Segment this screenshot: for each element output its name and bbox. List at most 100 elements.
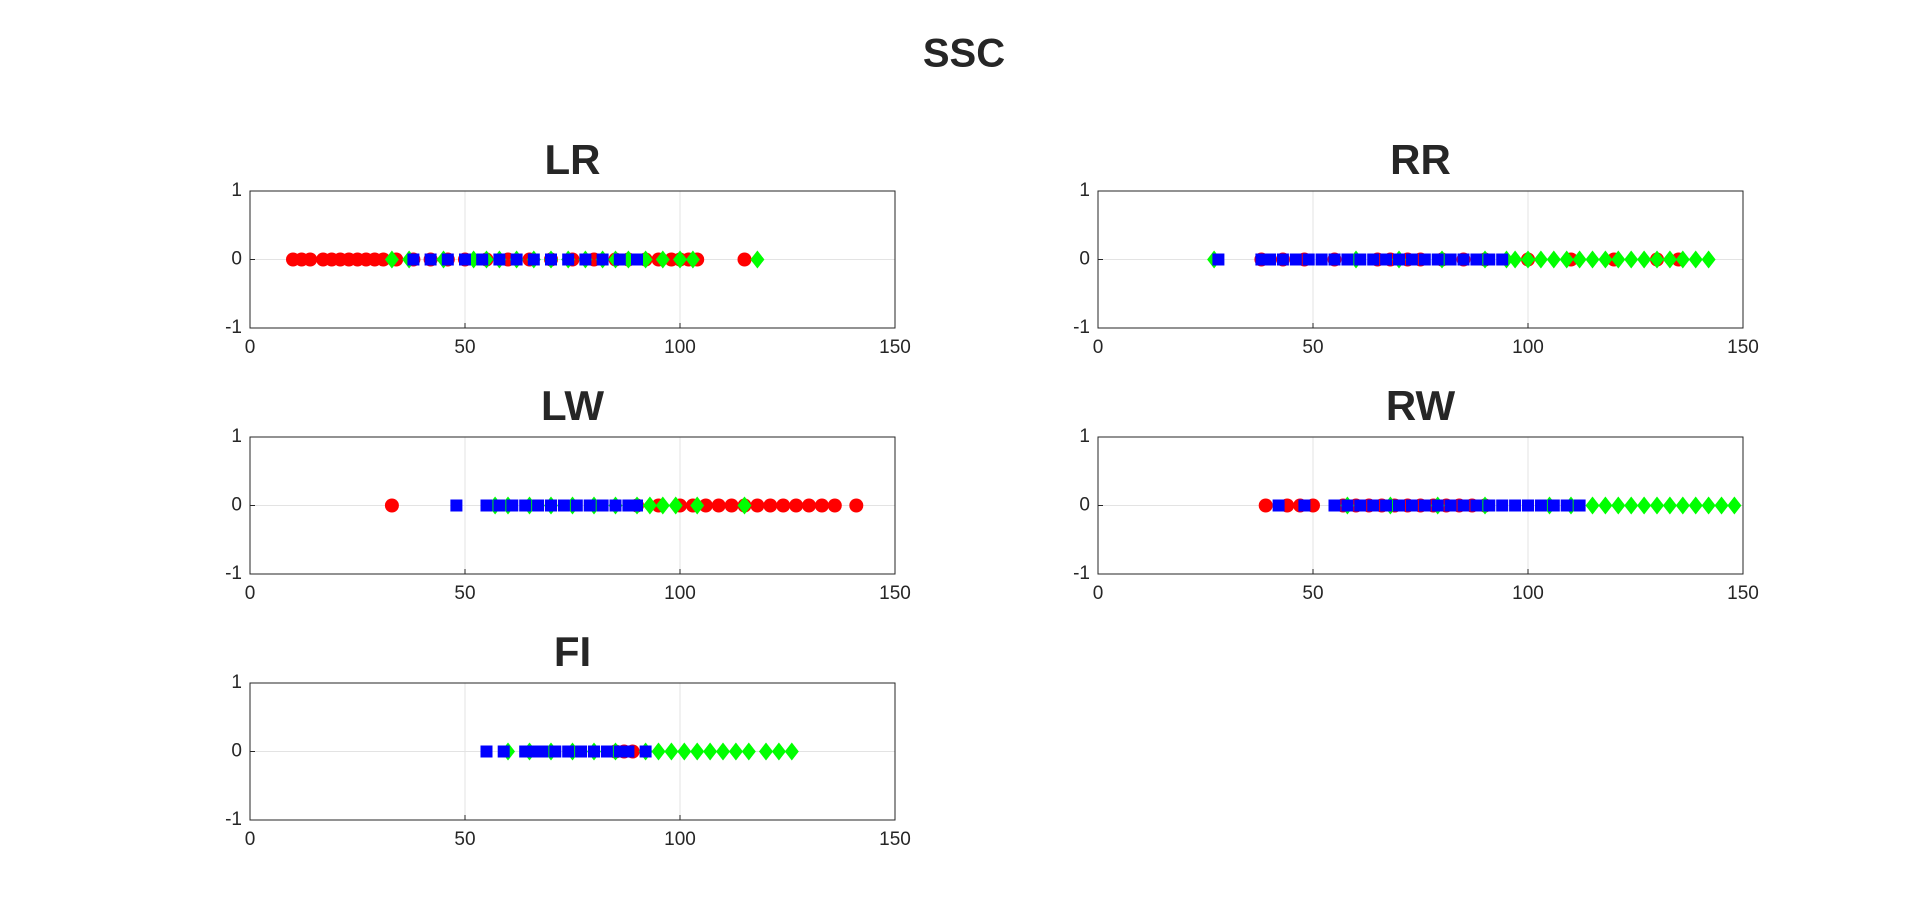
point [557, 499, 570, 512]
point [1264, 253, 1276, 266]
point [1650, 250, 1664, 269]
y-tick-label: 0 [1079, 495, 1090, 516]
point [655, 496, 670, 515]
point [1380, 499, 1393, 512]
point [1405, 499, 1418, 512]
x-tick-label: 100 [664, 829, 696, 850]
subplot: FI0 50 100 150-101 [225, 628, 911, 850]
point [685, 250, 700, 269]
point [622, 745, 635, 758]
point [497, 745, 510, 758]
point [575, 745, 588, 758]
point [1675, 496, 1690, 515]
point [1701, 250, 1716, 269]
point [1714, 496, 1729, 515]
point [698, 498, 713, 513]
point [1522, 499, 1534, 512]
point [737, 252, 752, 267]
point [703, 742, 718, 761]
y-tick-label: 1 [1079, 426, 1090, 447]
point [1624, 250, 1639, 269]
point [1380, 253, 1393, 266]
point [655, 250, 670, 269]
x-tick-label: 100 [1512, 583, 1544, 604]
subplot-title: FI [554, 628, 591, 675]
point [1341, 499, 1354, 512]
point [677, 742, 692, 761]
point [1662, 250, 1677, 269]
x-tick-label: 100 [664, 583, 696, 604]
subplot-title: RW [1386, 382, 1456, 429]
points [480, 742, 799, 761]
point [1688, 250, 1703, 269]
point [1328, 253, 1341, 266]
axes-box [1097, 436, 1744, 575]
point [536, 745, 549, 758]
point [476, 253, 489, 266]
point [1341, 253, 1354, 266]
point [506, 499, 519, 512]
point [1431, 499, 1444, 512]
y-tick-label: -1 [225, 809, 242, 830]
point [1675, 250, 1690, 269]
point [562, 253, 575, 266]
subplot-title: LR [545, 136, 601, 183]
axes-box [1097, 190, 1744, 329]
point [737, 496, 752, 515]
subplot: RW0 50 100 150-101 [1073, 382, 1759, 604]
x-tick-label: 0 [245, 829, 256, 850]
subplot-title: LW [541, 382, 604, 429]
point [728, 742, 743, 761]
point [1611, 496, 1626, 515]
point [519, 499, 532, 512]
y-tick-label: 1 [1079, 180, 1090, 201]
point [1637, 250, 1652, 269]
point [459, 253, 471, 266]
point [1727, 496, 1742, 515]
point [1470, 499, 1483, 512]
point [1444, 253, 1457, 266]
x-tick-label: 150 [1727, 337, 1759, 358]
point [724, 498, 739, 513]
x-tick-label: 150 [879, 337, 911, 358]
point [1496, 253, 1509, 266]
point [1367, 253, 1380, 266]
y-tick-label: 0 [231, 249, 242, 270]
point [771, 742, 786, 761]
y-tick-label: 0 [231, 741, 242, 762]
point [1546, 250, 1561, 269]
point [1276, 253, 1289, 266]
x-tick-label: 0 [1093, 337, 1104, 358]
point [596, 499, 609, 512]
axes-box [249, 436, 896, 575]
point [441, 253, 454, 266]
point [776, 498, 791, 513]
point [579, 253, 592, 266]
point [1496, 499, 1509, 512]
point [562, 745, 575, 758]
point [741, 742, 756, 761]
point [1637, 496, 1652, 515]
point [1483, 499, 1496, 512]
x-tick-label: 50 [454, 583, 475, 604]
point [545, 499, 557, 512]
point [1598, 496, 1613, 515]
point [651, 742, 666, 761]
point [384, 250, 399, 269]
point [1533, 250, 1548, 269]
point [827, 498, 842, 513]
point [480, 745, 493, 758]
point [1418, 253, 1431, 266]
x-tick-label: 0 [1093, 583, 1104, 604]
subplot-title: RR [1390, 136, 1451, 183]
axes-box [249, 682, 896, 821]
point [1272, 499, 1285, 512]
point [784, 742, 799, 761]
point [673, 250, 687, 269]
point [1457, 253, 1470, 266]
point [802, 498, 816, 513]
y-tick-label: -1 [1073, 563, 1090, 584]
point [407, 253, 420, 266]
point [1212, 253, 1225, 266]
